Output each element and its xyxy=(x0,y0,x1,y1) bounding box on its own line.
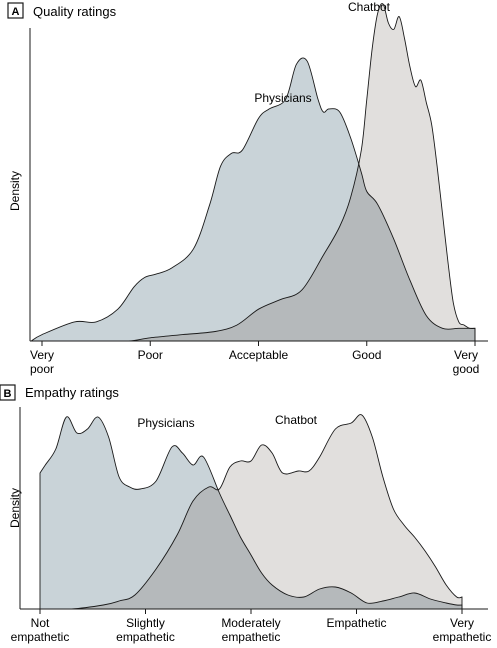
x-tick-label: Acceptable xyxy=(229,348,289,362)
series-line-chatbot xyxy=(41,3,476,342)
x-tick-label: Very xyxy=(30,348,54,362)
x-tick-label: Very xyxy=(450,616,474,630)
x-tick-label: empathetic xyxy=(222,630,281,644)
x-tick-label: good xyxy=(453,362,480,376)
x-tick-label: Not xyxy=(31,616,50,630)
x-tick-label: Slightly xyxy=(126,616,165,630)
series-label-physicians: Physicians xyxy=(137,416,194,430)
series-label-chatbot: Chatbot xyxy=(348,0,391,14)
x-tick-label: empathetic xyxy=(11,630,70,644)
y-axis-label: Density xyxy=(8,488,22,528)
series-label-chatbot: Chatbot xyxy=(275,413,318,427)
series-area-physicians xyxy=(40,416,462,609)
panel-letter: A xyxy=(12,6,20,18)
y-axis-label: Density xyxy=(8,171,22,211)
plot-area xyxy=(29,3,476,342)
series-label-physicians: Physicians xyxy=(254,91,311,105)
series-line-chatbot xyxy=(39,414,463,610)
x-tick-label: Empathetic xyxy=(326,616,386,630)
panel-title: Quality ratings xyxy=(33,4,117,19)
panel-letter: B xyxy=(4,388,12,400)
series-area-chatbot xyxy=(40,414,462,609)
x-tick-label: empathetic xyxy=(433,630,492,644)
series-line-physicians xyxy=(29,57,476,342)
series-line-physicians xyxy=(39,416,463,610)
x-ticks: NotempatheticSlightlyempatheticModeratel… xyxy=(11,609,492,644)
x-tick-label: poor xyxy=(30,362,54,376)
panel-b: B Empathy ratings Density NotempatheticS… xyxy=(0,384,492,644)
x-tick-label: Very xyxy=(454,348,478,362)
panel-letter-box xyxy=(0,384,16,401)
series-overlap-area xyxy=(42,57,475,341)
x-tick-label: Moderately xyxy=(221,616,280,630)
panel-title: Empathy ratings xyxy=(25,385,119,400)
x-tick-label: empathetic xyxy=(116,630,175,644)
panel-letter-box xyxy=(7,2,24,19)
x-tick-label: Poor xyxy=(138,348,163,362)
x-tick-label: Good xyxy=(352,348,381,362)
plot-area xyxy=(39,414,463,610)
